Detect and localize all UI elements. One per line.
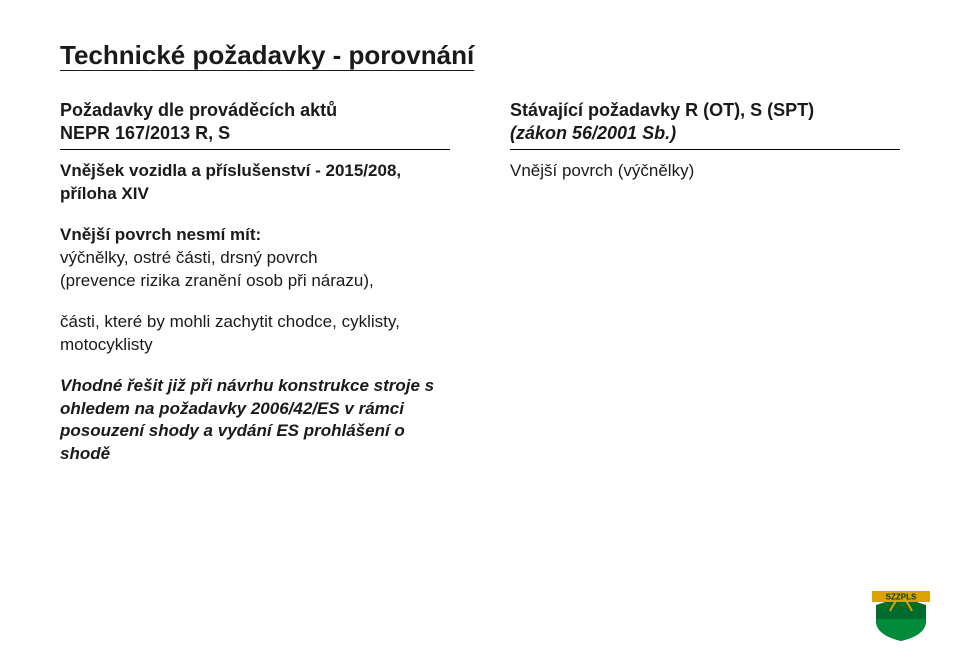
left-block-2-line1: výčnělky, ostré části, drsný povrch: [60, 247, 450, 270]
left-block-2-heading: Vnější povrch nesmí mít:: [60, 224, 450, 247]
left-header-line2: NEPR 167/2013 R, S: [60, 122, 450, 145]
right-column: Stávající požadavky R (OT), S (SPT) (zák…: [510, 99, 900, 484]
left-column: Požadavky dle prováděcích aktů NEPR 167/…: [60, 99, 450, 484]
left-column-header: Požadavky dle prováděcích aktů NEPR 167/…: [60, 99, 450, 150]
szzpls-logo: SZZPLS: [866, 591, 936, 643]
shield-bottom-icon: [876, 619, 926, 641]
left-block-2-line2: (prevence rizika zranění osob při nárazu…: [60, 270, 450, 293]
left-block-4-line3: posouzení shody a vydání ES prohlášení o…: [60, 420, 450, 466]
left-block-4: Vhodné řešit již při návrhu konstrukce s…: [60, 375, 450, 467]
right-header-line2: (zákon 56/2001 Sb.): [510, 122, 900, 145]
logo-text: SZZPLS: [886, 593, 917, 602]
page-title: Technické požadavky - porovnání: [60, 40, 900, 71]
right-block-1-text: Vnější povrch (výčnělky): [510, 161, 694, 180]
left-block-1-line2: příloha XIV: [60, 183, 450, 206]
left-block-4-line2: ohledem na požadavky 2006/42/ES v rámci: [60, 398, 450, 421]
left-header-line1: Požadavky dle prováděcích aktů: [60, 100, 337, 120]
right-header-line1: Stávající požadavky R (OT), S (SPT): [510, 100, 814, 120]
left-block-4-line1: Vhodné řešit již při návrhu konstrukce s…: [60, 375, 450, 398]
right-block-1: Vnější povrch (výčnělky): [510, 160, 900, 183]
left-block-3: části, které by mohli zachytit chodce, c…: [60, 311, 450, 357]
left-block-1-line1: Vnějšek vozidla a příslušenství - 2015/2…: [60, 160, 450, 183]
left-block-1: Vnějšek vozidla a příslušenství - 2015/2…: [60, 160, 450, 206]
left-block-3-line1: části, které by mohli zachytit chodce, c…: [60, 311, 450, 334]
left-block-3-line2: motocyklisty: [60, 334, 450, 357]
right-column-header: Stávající požadavky R (OT), S (SPT) (zák…: [510, 99, 900, 150]
slide-page: Technické požadavky - porovnání Požadavk…: [0, 0, 960, 659]
left-block-2: Vnější povrch nesmí mít: výčnělky, ostré…: [60, 224, 450, 293]
two-column-layout: Požadavky dle prováděcích aktů NEPR 167/…: [60, 99, 900, 484]
